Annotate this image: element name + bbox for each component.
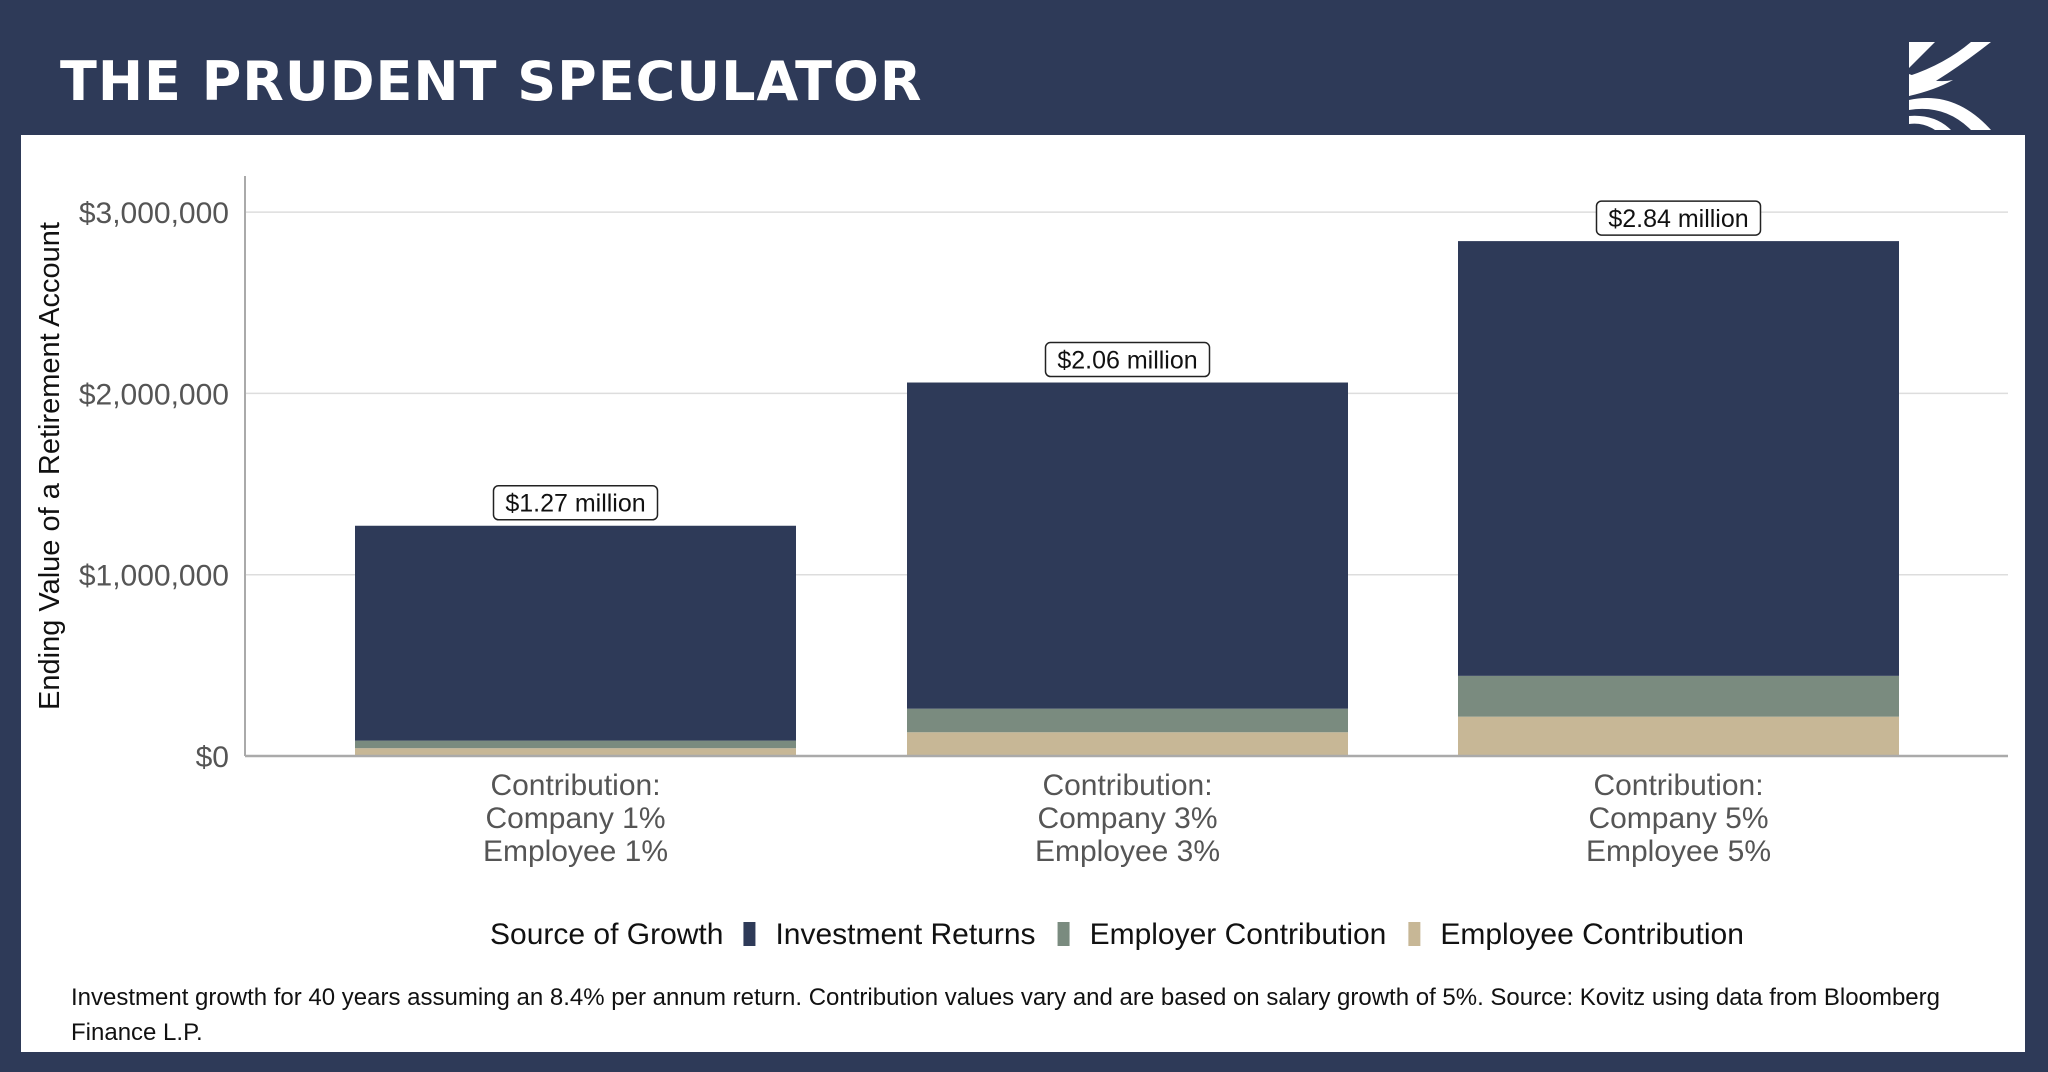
x-tick-label: Contribution:	[490, 769, 660, 802]
x-tick-label: Company 3%	[1037, 802, 1217, 835]
y-tick-label: $1,000,000	[79, 560, 229, 593]
brand-title: THE PRUDENT SPECULATOR	[60, 50, 923, 113]
legend-swatch	[1408, 922, 1421, 946]
bar-segment-investment-returns	[355, 525, 796, 741]
total-label-box	[492, 484, 659, 521]
legend-item: Employer Contribution	[1090, 918, 1387, 951]
total-label-box	[1595, 200, 1762, 236]
legend-swatch	[1057, 922, 1070, 946]
bar-segment-employee-contribution	[1458, 716, 1899, 756]
x-tick-label: Company 5%	[1588, 802, 1768, 835]
x-tick-label: Employee 5%	[1586, 835, 1771, 868]
legend-swatch	[743, 922, 756, 946]
bar-segment-employer-contribution	[1458, 675, 1899, 717]
y-tick-label: $3,000,000	[79, 197, 229, 230]
bar-segment-employee-contribution	[907, 732, 1348, 756]
total-label-box	[1044, 341, 1211, 378]
kovitz-logo-icon	[1909, 42, 1991, 130]
legend-item: Employee Contribution	[1440, 918, 1744, 951]
bar-segment-employer-contribution	[907, 708, 1348, 733]
x-tick-label: Contribution:	[1042, 769, 1212, 802]
bar-segment-investment-returns	[907, 382, 1348, 709]
x-tick-label: Contribution:	[1593, 769, 1763, 802]
total-label: $2.06 million	[1057, 347, 1197, 375]
x-tick-label: Employee 3%	[1035, 835, 1220, 868]
bar-segment-employee-contribution	[355, 748, 796, 756]
bar-segment-investment-returns	[1458, 241, 1899, 676]
total-label: $2.84 million	[1608, 205, 1748, 233]
bar-segment-employer-contribution	[355, 740, 796, 749]
total-label: $1.27 million	[505, 490, 645, 518]
legend-title: Source of Growth	[490, 918, 723, 951]
legend-item: Investment Returns	[775, 918, 1035, 951]
x-tick-label: Employee 1%	[483, 835, 668, 868]
y-tick-label: $2,000,000	[79, 378, 229, 411]
x-tick-label: Company 1%	[485, 802, 665, 835]
y-tick-label: $0	[196, 741, 229, 774]
footnote: Investment growth for 40 years assuming …	[71, 984, 1940, 1046]
y-axis-title: Ending Value of a Retirement Account	[34, 222, 66, 710]
